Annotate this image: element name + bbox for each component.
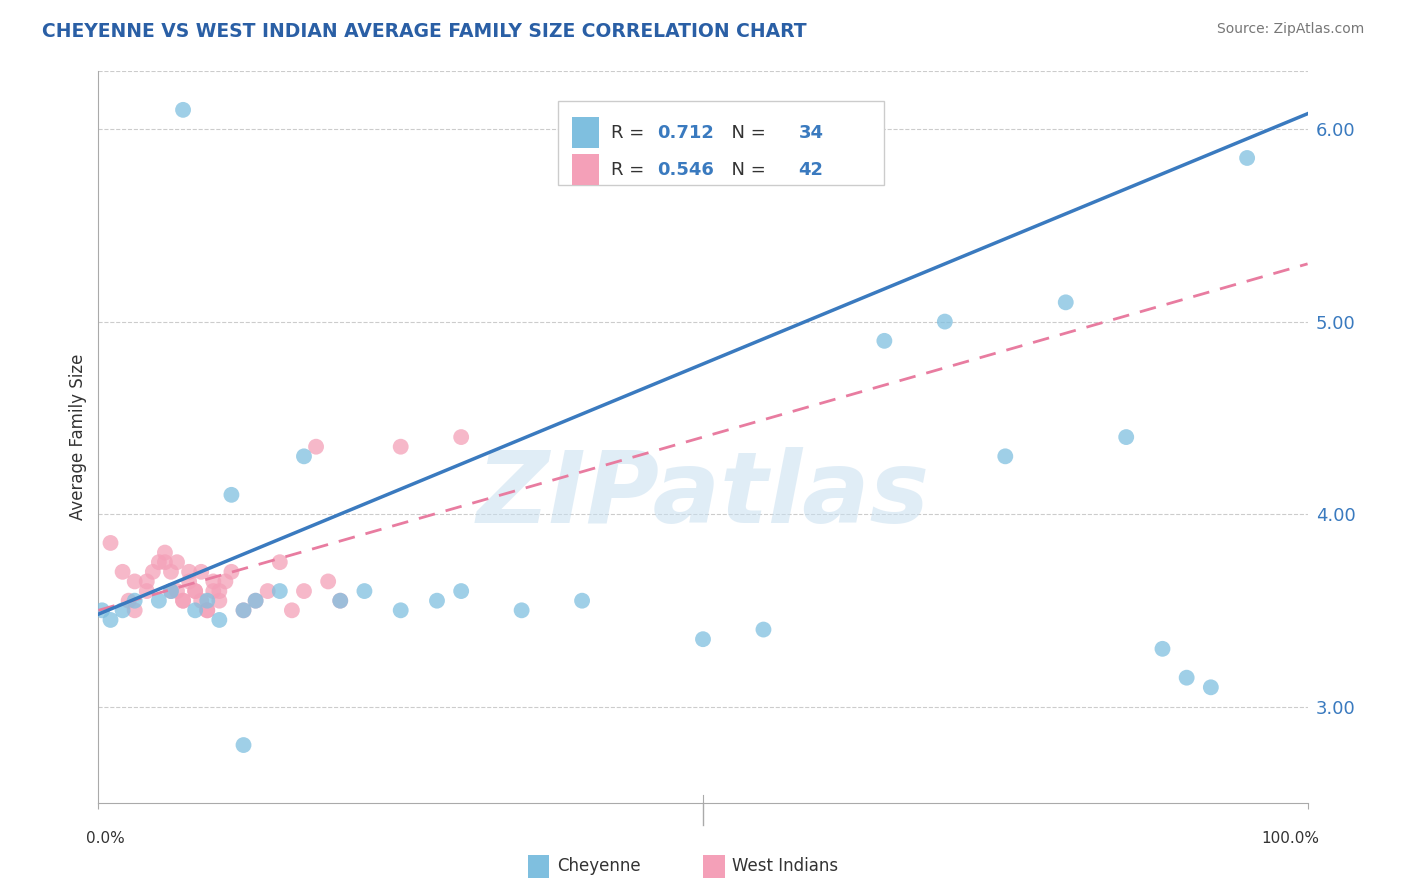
Point (221, 488, 243, 502)
Point (190, 565, 212, 579)
Point (184, 584, 207, 599)
Point (124, 574, 146, 589)
Point (160, 584, 183, 599)
Text: 100.0%: 100.0% (1261, 831, 1320, 846)
Point (269, 584, 291, 599)
Point (148, 555, 170, 569)
Text: 0.712: 0.712 (657, 124, 714, 142)
Point (389, 603, 412, 617)
Point (510, 603, 533, 617)
Y-axis label: Average Family Size: Average Family Size (69, 354, 87, 520)
Bar (572, 117, 599, 148)
Point (179, 565, 201, 579)
Bar (558, 101, 884, 185)
Point (426, 593, 449, 607)
Point (111, 565, 134, 579)
Text: West Indians: West Indians (733, 857, 838, 875)
Point (1115, 430, 1137, 444)
Point (135, 584, 157, 599)
Point (256, 584, 278, 599)
Point (316, 574, 339, 589)
Point (281, 603, 304, 617)
Point (245, 593, 267, 607)
Point (190, 593, 212, 607)
Point (208, 613, 231, 627)
Point (184, 584, 207, 599)
Point (91, 603, 114, 617)
Point (571, 593, 593, 607)
Text: 0.0%: 0.0% (86, 831, 125, 846)
Point (153, 555, 176, 569)
Point (934, 315, 956, 329)
Point (111, 603, 134, 617)
Text: CHEYENNE VS WEST INDIAN AVERAGE FAMILY SIZE CORRELATION CHART: CHEYENNE VS WEST INDIAN AVERAGE FAMILY S… (42, 22, 807, 41)
Text: 0.546: 0.546 (657, 161, 714, 178)
Point (195, 603, 218, 617)
Point (100, 536, 122, 550)
Point (329, 593, 352, 607)
Point (450, 430, 472, 444)
Point (232, 738, 254, 752)
Point (184, 603, 207, 617)
Bar (703, 855, 724, 878)
Point (292, 584, 315, 599)
Point (118, 593, 141, 607)
Text: R =: R = (612, 161, 650, 178)
Point (752, 623, 775, 637)
Point (172, 593, 194, 607)
Text: ZIPatlas: ZIPatlas (477, 447, 929, 544)
Point (202, 574, 225, 589)
Point (305, 440, 328, 454)
Bar (572, 154, 599, 185)
Point (148, 593, 170, 607)
Point (994, 450, 1017, 464)
Point (124, 593, 146, 607)
Point (221, 565, 243, 579)
Text: 34: 34 (799, 124, 824, 142)
Point (873, 334, 896, 348)
Point (1199, 681, 1222, 695)
Point (692, 632, 714, 647)
Point (208, 593, 231, 607)
Point (329, 593, 352, 607)
Point (245, 593, 267, 607)
Text: N =: N = (720, 124, 772, 142)
Point (160, 565, 183, 579)
Point (214, 574, 236, 589)
Point (202, 584, 225, 599)
Point (195, 593, 218, 607)
Text: N =: N = (720, 161, 772, 178)
Point (450, 584, 472, 599)
Point (166, 555, 188, 569)
Point (1236, 151, 1258, 165)
Text: R =: R = (612, 124, 650, 142)
Point (389, 440, 412, 454)
Point (195, 603, 218, 617)
Point (160, 584, 183, 599)
Text: Cheyenne: Cheyenne (557, 857, 640, 875)
Point (232, 603, 254, 617)
Point (172, 593, 194, 607)
Point (292, 450, 315, 464)
Point (1054, 295, 1077, 310)
Point (353, 584, 375, 599)
Text: Source: ZipAtlas.com: Source: ZipAtlas.com (1216, 22, 1364, 37)
Point (172, 103, 194, 117)
Point (135, 574, 157, 589)
Point (208, 584, 231, 599)
Point (1152, 641, 1174, 656)
Point (269, 555, 291, 569)
Point (153, 545, 176, 559)
Point (179, 574, 201, 589)
Point (124, 603, 146, 617)
Bar (527, 855, 550, 878)
Point (142, 565, 165, 579)
Point (166, 584, 188, 599)
Point (1175, 671, 1198, 685)
Point (232, 603, 254, 617)
Text: 42: 42 (799, 161, 824, 178)
Point (100, 613, 122, 627)
